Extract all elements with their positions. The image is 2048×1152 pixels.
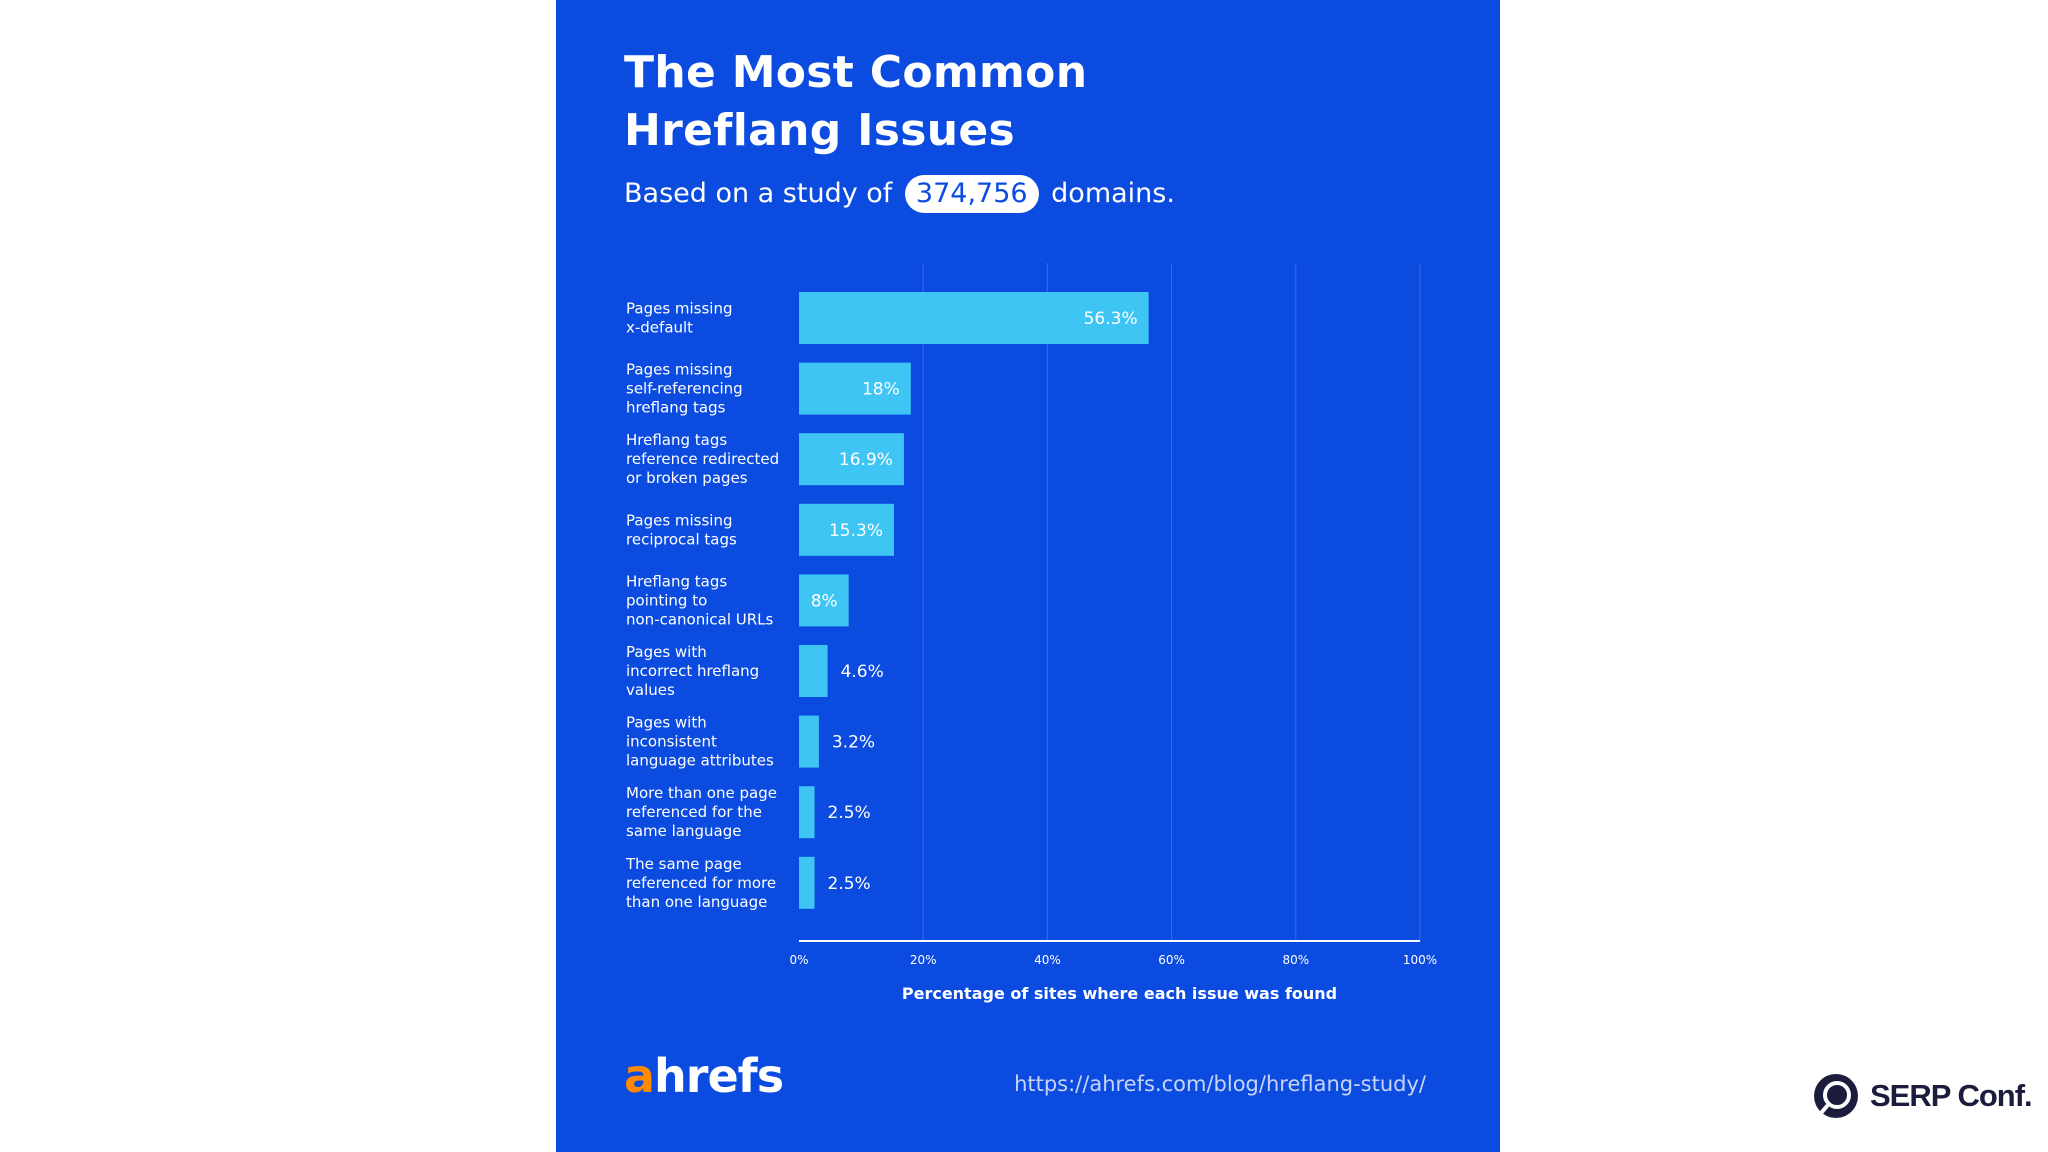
bar [799,786,815,839]
page-title: The Most Common Hreflang Issues [624,44,1224,160]
subtitle-suffix: domains. [1051,178,1175,209]
serp-conf-logo: SERP Conf. [1812,1070,2033,1122]
domain-count-badge: 374,756 [904,175,1039,213]
category-label: Pages missing x-default [626,300,733,337]
x-tick-label: 40% [1034,953,1061,967]
category-label: Hreflang tags pointing to non-canonical UR… [626,572,774,628]
data-label: 2.5% [828,874,871,894]
x-tick-label: 80% [1282,953,1309,967]
bar [799,503,895,556]
bar-chart: 0% 20% 40% 60% 80% 100% Percentage of sites wh… [625,263,1437,1003]
category-label-line: values [626,681,675,699]
category-label: Pages with incorrect hreflang values [626,643,759,699]
category-label-line: The same page [625,855,742,873]
bar [799,292,1149,344]
category-label-line: Hreflang tags [626,572,727,590]
x-tick-label: 0% [789,953,808,967]
serp-conf-logo-icon [1814,1074,1858,1118]
bar [799,856,815,909]
data-label: 16.9% [839,450,893,470]
infographic-panel: The Most Common Hreflang Issues Based on… [556,0,1500,1152]
category-label: Hreflang tags reference redirected or brok… [626,431,779,487]
x-tick-label: 20% [910,953,937,967]
category-label-line: than one language [626,893,767,911]
source-url: https://ahrefs.com/blog/hreflang-study/ [1014,1072,1426,1096]
category-label-line: Pages with [626,714,707,732]
bar [799,715,819,768]
category-label-line: More than one page [626,784,777,802]
category-label-line: incorrect hreflang [626,662,759,680]
category-label-line: referenced for more [626,874,776,892]
x-tick-label: 60% [1158,953,1185,967]
category-label: Pages missing reciprocal tags [626,511,737,548]
category-label-line: hreflang tags [626,399,726,417]
category-label-line: reference redirected [626,450,779,468]
subtitle-prefix: Based on a study of [624,178,893,209]
bar [799,433,904,486]
category-label: The same page referenced for more than one… [625,855,776,911]
category-label: More than one page referenced for the same… [626,784,777,840]
data-label: 18% [862,380,900,400]
ahrefs-logo-a: a [624,1049,655,1103]
category-label-line: language attributes [626,752,774,770]
category-label-line: inconsistent [626,733,717,751]
category-label-line: or broken pages [626,469,748,487]
x-axis-title: Percentage of sites where each issue was… [902,984,1337,1003]
data-label: 2.5% [828,803,871,823]
data-label: 3.2% [832,733,875,753]
category-label-line: x-default [626,319,693,337]
subtitle: Based on a study of 374,756 domains. [624,174,1175,214]
data-label: 8% [811,591,838,611]
ahrefs-logo-text: hrefs [654,1049,784,1103]
category-label-line: Pages missing [626,300,733,318]
bar [799,362,911,415]
title-line-2: Hreflang Issues [624,105,1016,156]
category-label-line: Pages missing [626,361,733,379]
ahrefs-logo: ahrefs [624,1048,784,1104]
category-label-line: Pages missing [626,511,733,529]
x-tick-label: 100% [1403,953,1437,967]
title-line-1: The Most Common [624,47,1088,98]
data-label: 56.3% [1084,309,1138,329]
category-label-line: non-canonical URLs [626,610,774,628]
category-label: Pages with inconsistent language attribute… [626,714,774,770]
bar [799,574,849,627]
category-label-line: referenced for the [626,803,762,821]
serp-conf-text: SERP Conf. [1870,1078,2033,1113]
category-label: Pages missing self-referencing hreflang ta… [626,361,743,417]
category-label-line: reciprocal tags [626,530,737,548]
category-label-line: self-referencing [626,380,743,398]
bar [799,645,828,697]
category-label-line: Hreflang tags [626,431,727,449]
category-label-line: Pages with [626,643,707,661]
category-label-line: same language [626,822,741,840]
data-label: 4.6% [841,662,884,682]
data-label: 15.3% [829,521,883,541]
category-label-line: pointing to [626,591,707,609]
